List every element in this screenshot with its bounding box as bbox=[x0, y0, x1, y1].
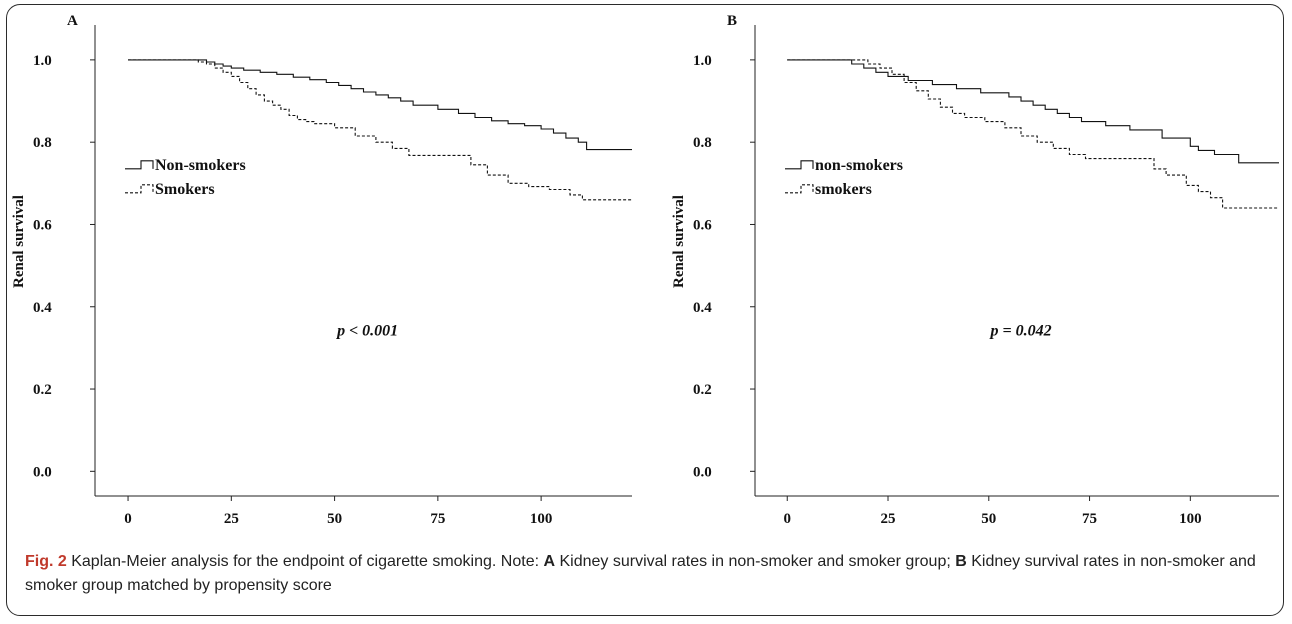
panel-a-y-tick-label: 0.2 bbox=[33, 382, 52, 398]
panel-a-y-tick-label: 0.0 bbox=[33, 464, 52, 480]
panel-a-x-tick-label: 25 bbox=[224, 511, 239, 527]
panel-b-legend-swatch-non-smokers bbox=[785, 160, 814, 170]
panel-b-x-tick-label: 75 bbox=[1082, 511, 1097, 527]
panel-b-legend-label-non-smokers: non-smokers bbox=[815, 157, 903, 174]
panel-a-x-tick-label: 50 bbox=[327, 511, 342, 527]
panel-a-curve-non-smokers bbox=[128, 59, 632, 151]
figure-panel: A0.00.20.40.60.81.00255075100Follow-up (… bbox=[6, 4, 1284, 616]
panel-a-y-tick-label: 0.8 bbox=[33, 135, 52, 151]
panel-b-legend-label-smokers: smokers bbox=[815, 181, 872, 198]
panel-b-y-tick-label: 0.0 bbox=[693, 464, 712, 480]
panel-a-legend-swatch-smokers bbox=[125, 184, 154, 194]
panel-b-x-tick-label: 100 bbox=[1179, 511, 1202, 527]
panel-b-y-tick-label: 0.2 bbox=[693, 382, 712, 398]
panel-a-curve-smokers bbox=[128, 59, 632, 201]
panel-a-x-tick-label: 0 bbox=[124, 511, 132, 527]
panel-a-x-tick-label: 100 bbox=[530, 511, 553, 527]
panel-a-x-tick-label: 75 bbox=[430, 511, 445, 527]
panel-a-y-axis-title: Renal survival bbox=[11, 195, 27, 288]
kaplan-meier-charts: A0.00.20.40.60.81.00255075100Follow-up (… bbox=[11, 13, 1279, 562]
panel-b-curve-smokers bbox=[787, 59, 1279, 209]
panel-b-x-tick-label: 50 bbox=[981, 511, 996, 527]
panel-b-curve-non-smokers bbox=[787, 59, 1279, 164]
panel-b-y-tick-label: 1.0 bbox=[693, 53, 712, 69]
caption-text-3: Kidney survival rates in non-smoker and … bbox=[25, 553, 1256, 594]
panel-b-y-tick-label: 0.8 bbox=[693, 135, 712, 151]
caption-figure-label: Fig. 2 bbox=[25, 553, 67, 570]
caption-text-2: Kidney survival rates in non-smoker and … bbox=[555, 553, 956, 570]
panel-b-y-axis-title: Renal survival bbox=[671, 195, 687, 288]
caption-bold-b: B bbox=[955, 553, 967, 570]
panel-b-p-value: p = 0.042 bbox=[988, 323, 1051, 340]
panel-b-y-tick-label: 0.4 bbox=[693, 300, 712, 316]
panel-b-x-tick-label: 25 bbox=[881, 511, 896, 527]
panel-a-legend-label-non-smokers: Non-smokers bbox=[155, 157, 246, 174]
panel-a-y-tick-label: 1.0 bbox=[33, 53, 52, 69]
panel-b-y-tick-label: 0.6 bbox=[693, 217, 712, 233]
panel-a-legend-label-smokers: Smokers bbox=[155, 181, 215, 198]
panel-b-legend-swatch-smokers bbox=[785, 184, 814, 194]
caption-text-1: Kaplan-Meier analysis for the endpoint o… bbox=[66, 553, 544, 570]
panel-b-x-tick-label: 0 bbox=[783, 511, 791, 527]
panel-a-y-tick-label: 0.6 bbox=[33, 217, 52, 233]
panel-a-legend-swatch-non-smokers bbox=[125, 160, 154, 170]
panel-b-label: B bbox=[727, 13, 737, 29]
panel-a-y-tick-label: 0.4 bbox=[33, 300, 52, 316]
caption-bold-a: A bbox=[543, 553, 556, 570]
figure-caption: Fig. 2 Kaplan-Meier analysis for the end… bbox=[25, 550, 1275, 598]
panel-a-label: A bbox=[67, 13, 78, 29]
panel-a-p-value: p < 0.001 bbox=[335, 323, 398, 340]
